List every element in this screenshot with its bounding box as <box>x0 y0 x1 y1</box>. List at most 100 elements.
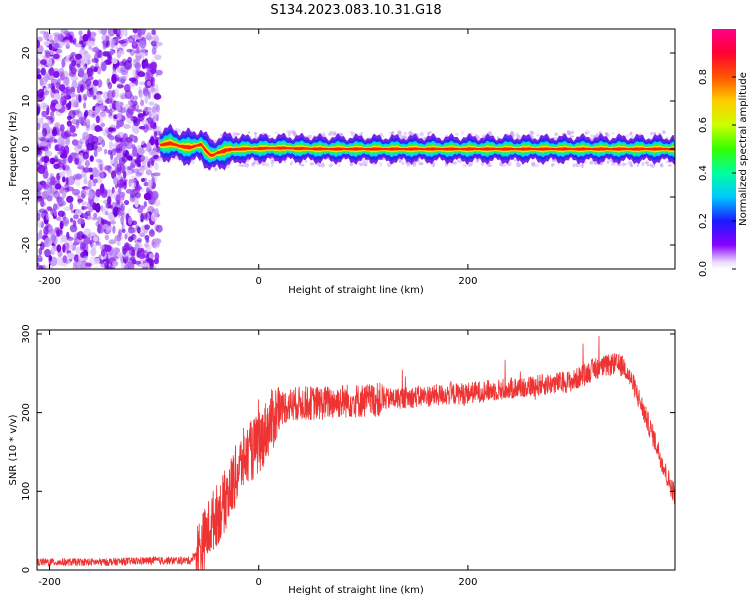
noise-speck <box>139 232 146 237</box>
noise-speck <box>107 196 112 206</box>
noise-speck <box>153 131 158 138</box>
ridge-halo-speck <box>467 163 472 167</box>
noise-speck <box>93 68 98 73</box>
noise-speck <box>68 71 77 78</box>
ridge-halo-speck <box>584 132 588 136</box>
ridge-halo-speck <box>572 163 575 168</box>
noise-speck <box>118 212 125 216</box>
noise-speck <box>62 255 68 264</box>
noise-speck <box>97 226 103 234</box>
noise-speck <box>50 256 58 267</box>
noise-speck <box>122 247 127 255</box>
noise-speck <box>135 104 140 110</box>
ridge-halo-speck <box>379 161 382 167</box>
noise-speck <box>124 200 130 206</box>
noise-speck <box>153 172 161 177</box>
noise-speck <box>37 212 41 217</box>
noise-speck <box>54 48 63 54</box>
noise-speck <box>112 225 116 234</box>
noise-speck <box>122 170 127 179</box>
ridge-halo-speck <box>287 132 291 137</box>
noise-speck <box>90 124 95 131</box>
colorbar-tick-label: 0.2 <box>698 213 709 229</box>
noise-speck <box>69 125 76 134</box>
noise-speck <box>146 80 152 87</box>
noise-speck <box>72 219 76 226</box>
noise-speck <box>118 228 122 237</box>
noise-speck <box>72 262 78 269</box>
ridge-halo-speck <box>265 162 270 167</box>
noise-speck <box>126 166 132 171</box>
noise-speck <box>52 53 60 60</box>
noise-speck <box>68 34 73 42</box>
noise-speck <box>78 40 83 45</box>
noise-speck <box>54 154 59 160</box>
noise-speck <box>126 108 134 119</box>
noise-speck <box>109 108 113 116</box>
noise-speck <box>123 59 132 70</box>
noise-speck <box>82 206 88 210</box>
noise-speck <box>117 187 122 194</box>
noise-speck <box>125 243 132 250</box>
noise-speck <box>44 223 49 232</box>
ridge-halo-speck <box>232 134 237 138</box>
noise-speck <box>49 157 56 165</box>
ridge-halo-speck <box>407 131 413 135</box>
noise-speck <box>75 246 81 255</box>
noise-speck <box>113 247 121 254</box>
ridge-halo-speck <box>406 163 410 168</box>
noise-speck <box>68 56 75 62</box>
noise-speck <box>95 188 102 198</box>
noise-speck <box>69 224 78 233</box>
noise-speck <box>69 202 74 211</box>
noise-speck <box>112 247 119 252</box>
noise-speck <box>55 256 64 266</box>
noise-speck <box>79 138 85 145</box>
noise-speck <box>100 50 104 61</box>
noise-speck <box>102 129 108 137</box>
noise-speck <box>71 139 79 146</box>
ridge-halo-speck <box>589 134 594 138</box>
noise-speck <box>54 127 60 136</box>
noise-speck <box>49 34 53 45</box>
snr-line <box>37 335 675 570</box>
noise-speck <box>86 88 95 98</box>
figure-title: S134.2023.083.10.31.G18 <box>270 3 441 18</box>
ridge-halo-speck <box>307 134 312 139</box>
noise-speck <box>73 254 80 262</box>
noise-speck <box>144 234 150 241</box>
noise-speck <box>60 29 69 36</box>
noise-speck <box>44 150 53 157</box>
ridge-halo-speck <box>362 160 366 165</box>
ridge-halo-speck <box>569 135 575 138</box>
noise-speck <box>89 174 94 181</box>
ridge-halo-speck <box>328 163 333 168</box>
noise-speck <box>116 83 124 89</box>
noise-speck <box>37 181 44 191</box>
noise-speck <box>46 187 53 196</box>
noise-speck <box>132 68 138 78</box>
noise-speck <box>38 118 44 124</box>
ridge-halo-speck <box>551 163 555 167</box>
noise-speck <box>127 216 133 226</box>
noise-speck <box>59 173 64 178</box>
noise-speck <box>133 180 139 190</box>
noise-speck <box>117 179 125 189</box>
noise-speck <box>107 165 112 174</box>
ridge-halo-speck <box>418 162 424 166</box>
ridge-halo-speck <box>650 163 656 168</box>
noise-speck <box>92 168 100 178</box>
ridge-halo-speck <box>398 160 402 164</box>
noise-speck <box>89 232 97 237</box>
ridge-halo-speck <box>235 131 239 135</box>
noise-speck <box>104 165 113 172</box>
noise-speck <box>43 160 48 171</box>
noise-speck <box>59 220 64 230</box>
noise-speck <box>129 48 135 56</box>
ridge-halo-speck <box>254 132 257 137</box>
noise-speck <box>74 178 81 187</box>
noise-speck <box>99 183 105 194</box>
ridge-halo-speck <box>599 131 602 134</box>
ridge-halo-speck <box>261 161 267 166</box>
noise-speck <box>148 110 152 119</box>
